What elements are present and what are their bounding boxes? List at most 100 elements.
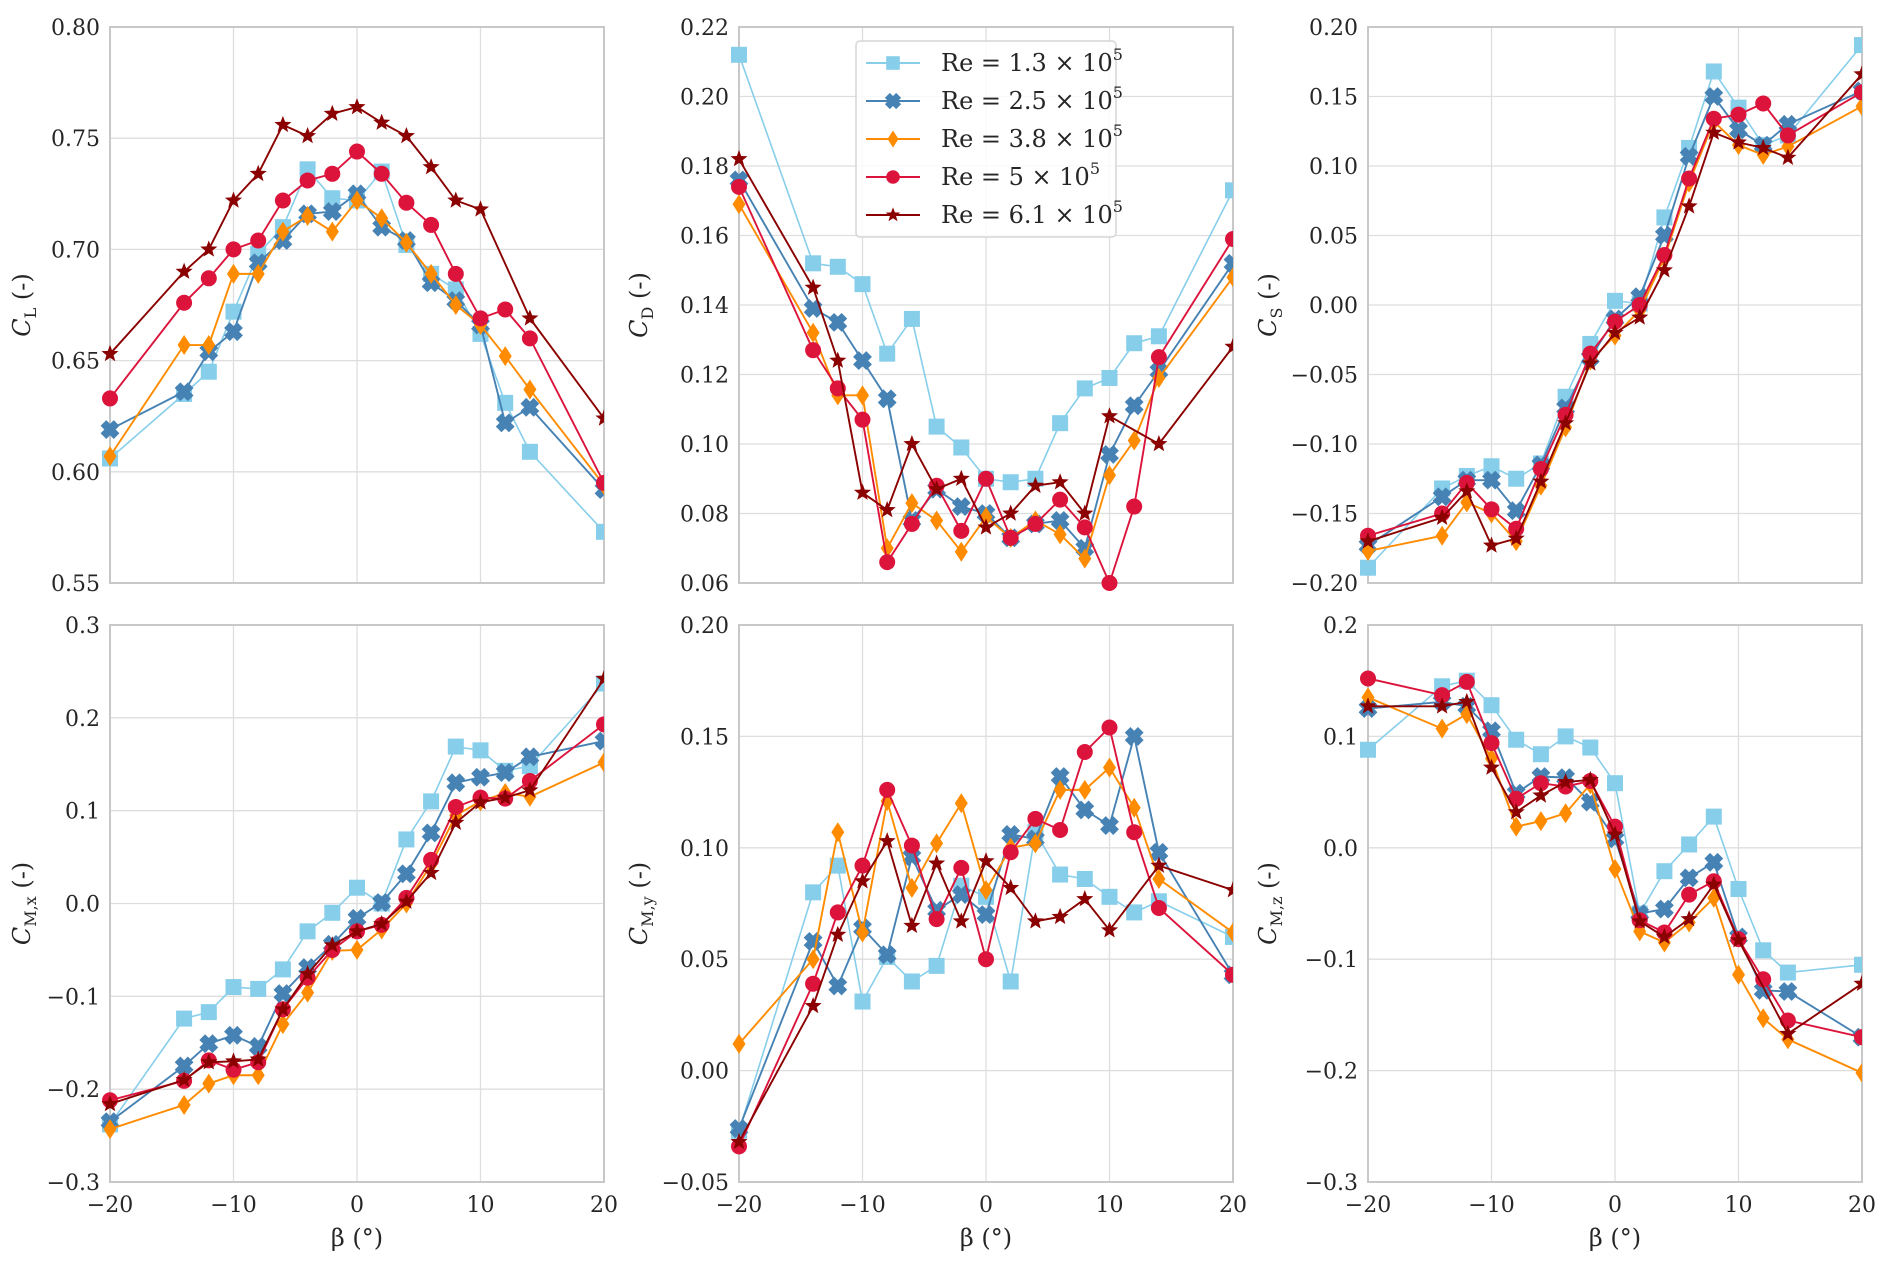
- data-point: [1607, 313, 1623, 330]
- data-point: [521, 781, 539, 798]
- data-point: [596, 523, 604, 540]
- data-point: [276, 1014, 290, 1035]
- axes-frame: [109, 624, 605, 1183]
- data-point: [1508, 520, 1525, 537]
- y-axis-label: CM,z (-): [1254, 862, 1286, 945]
- data-point: [828, 312, 848, 332]
- data-point: [805, 255, 822, 272]
- data-point: [1508, 790, 1525, 807]
- data-point: [1482, 758, 1501, 775]
- data-point: [829, 258, 846, 275]
- data-point: [200, 270, 217, 287]
- data-point: [829, 351, 847, 368]
- data-point: [1126, 824, 1143, 841]
- data-point: [1557, 728, 1574, 745]
- data-point: [831, 822, 845, 843]
- y-axis-label: CM,x (-): [8, 862, 40, 945]
- data-point: [1027, 810, 1044, 827]
- data-point: [1026, 476, 1044, 493]
- y-tick-label: 0.20: [680, 614, 729, 639]
- data-point: [1078, 779, 1092, 800]
- data-point: [1654, 899, 1674, 919]
- data-point: [200, 1004, 217, 1021]
- data-point: [878, 501, 896, 518]
- data-point: [324, 190, 341, 207]
- data-point: [471, 200, 490, 217]
- data-point: [1557, 414, 1575, 431]
- data-point: [1754, 138, 1772, 156]
- data-point: [1732, 964, 1745, 985]
- data-point: [829, 857, 846, 874]
- data-point: [1779, 1024, 1797, 1042]
- data-point: [1608, 858, 1622, 879]
- data-point: [1051, 907, 1069, 925]
- data-point: [806, 322, 820, 343]
- y-tick-label: 0.60: [51, 461, 100, 486]
- series-line: [738, 158, 1233, 529]
- data-point: [952, 469, 970, 487]
- y-tick-label: 0.00: [680, 1060, 729, 1085]
- data-point: [521, 330, 538, 347]
- data-point: [276, 221, 290, 242]
- data-point: [100, 420, 120, 439]
- data-point: [878, 832, 896, 849]
- legend: Re = 1.3 × 105 Re = 2.5 × 105 Re = 3.8 × 1…: [855, 40, 1123, 238]
- y-tick-label: −0.2: [47, 1078, 100, 1103]
- data-point: [1779, 127, 1796, 144]
- data-point: [373, 914, 391, 932]
- data-point: [953, 439, 970, 456]
- data-point: [1360, 670, 1376, 687]
- series-5: [730, 150, 1233, 535]
- y-tick-label: 0.10: [680, 433, 729, 458]
- data-point: [373, 165, 390, 182]
- data-point: [1359, 697, 1377, 714]
- series-5: [1359, 65, 1862, 553]
- data-point: [251, 263, 265, 284]
- data-point: [1359, 532, 1377, 549]
- series-group: [729, 46, 1233, 591]
- data-point: [856, 385, 869, 406]
- data-point: [953, 522, 970, 539]
- data-point: [1150, 328, 1167, 345]
- data-point: [952, 912, 970, 929]
- y-tick-label: −0.2: [1305, 1060, 1358, 1085]
- x-tick-label: 0: [350, 1193, 364, 1218]
- data-point: [349, 143, 365, 160]
- data-point: [1532, 786, 1550, 803]
- data-point: [1223, 253, 1233, 273]
- data-point: [348, 922, 366, 939]
- y-tick-label: 0.12: [680, 364, 729, 389]
- y-tick-label: −0.20: [1291, 572, 1358, 597]
- y-tick-label: 0.18: [680, 155, 729, 180]
- data-point: [323, 936, 341, 953]
- y-axis-label: CD (-): [625, 272, 657, 338]
- x-tick-label: −20: [87, 1193, 133, 1218]
- subplot-pitch-moment: −0.05 0.00 0.05 0.10 0.15 0.20 −20 −10 0 10 20 CM,y…: [625, 614, 1247, 1252]
- data-point: [879, 554, 896, 571]
- axes-frame: [738, 624, 1234, 1183]
- data-point: [1225, 966, 1233, 983]
- data-point: [1853, 974, 1862, 991]
- data-point: [495, 413, 515, 433]
- series-group: [100, 98, 604, 540]
- data-point: [1076, 890, 1094, 907]
- data-point: [1779, 148, 1797, 165]
- data-point: [1126, 498, 1143, 515]
- data-point: [879, 781, 896, 798]
- data-point: [521, 309, 539, 326]
- data-point: [1225, 182, 1233, 199]
- y-tick-label: −0.3: [1305, 1171, 1358, 1196]
- data-point: [1100, 407, 1119, 424]
- data-point: [595, 669, 604, 687]
- data-point: [1050, 511, 1070, 530]
- data-point: [1730, 881, 1747, 898]
- data-point: [1532, 746, 1549, 763]
- legend-marker: [884, 92, 902, 110]
- data-point: [1854, 1029, 1862, 1046]
- data-point: [1458, 673, 1475, 690]
- data-point: [829, 925, 847, 942]
- data-point: [805, 975, 822, 992]
- data-point: [375, 208, 389, 229]
- data-point: [977, 518, 995, 535]
- data-point: [472, 742, 489, 759]
